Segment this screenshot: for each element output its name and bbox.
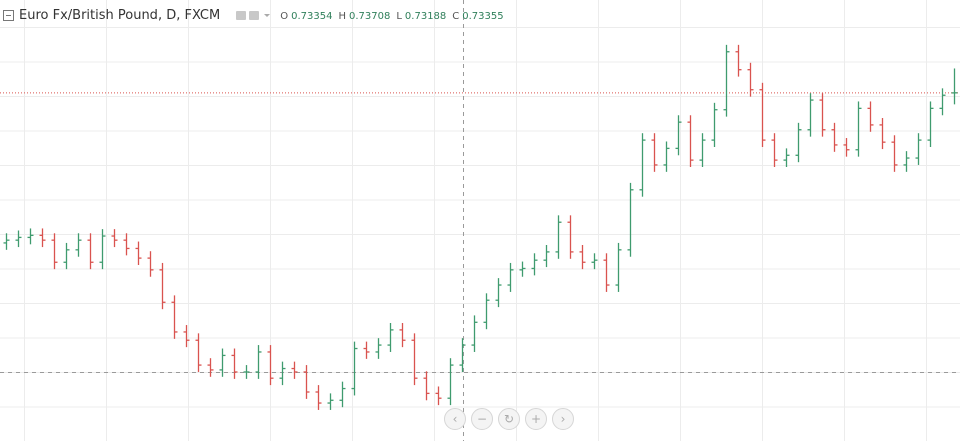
ohlc-values: O 0.73354 H 0.73708 L 0.73188 C 0.73355 [280,8,509,23]
scroll-right-button[interactable]: › [552,408,574,430]
ohlc-value: 0.73708 [348,10,391,22]
bars [3,44,958,410]
ohlc-label: L [396,10,402,22]
collapse-icon[interactable] [3,9,14,21]
symbol-title: Euro Fx/British Pound, D, FXCM [19,7,221,23]
ohlc-label: O [280,10,289,22]
scroll-left-button[interactable]: ‹ [444,408,466,430]
header-icons[interactable] [236,10,271,20]
reset-button[interactable]: ↻ [498,408,520,430]
navigation-buttons: ‹ − ↻ + › [444,408,574,430]
zoom-in-button[interactable]: + [525,408,547,430]
ohlc-label: C [452,10,460,22]
ohlc-label: H [338,10,346,22]
zoom-out-button[interactable]: − [471,408,493,430]
legend-header: Euro Fx/British Pound, D, FXCM O 0.73354 H… [3,6,510,24]
ohlc-value: 0.73355 [462,10,504,22]
ohlc-value: 0.73188 [404,10,447,22]
ohlc-value: 0.73354 [291,10,333,22]
